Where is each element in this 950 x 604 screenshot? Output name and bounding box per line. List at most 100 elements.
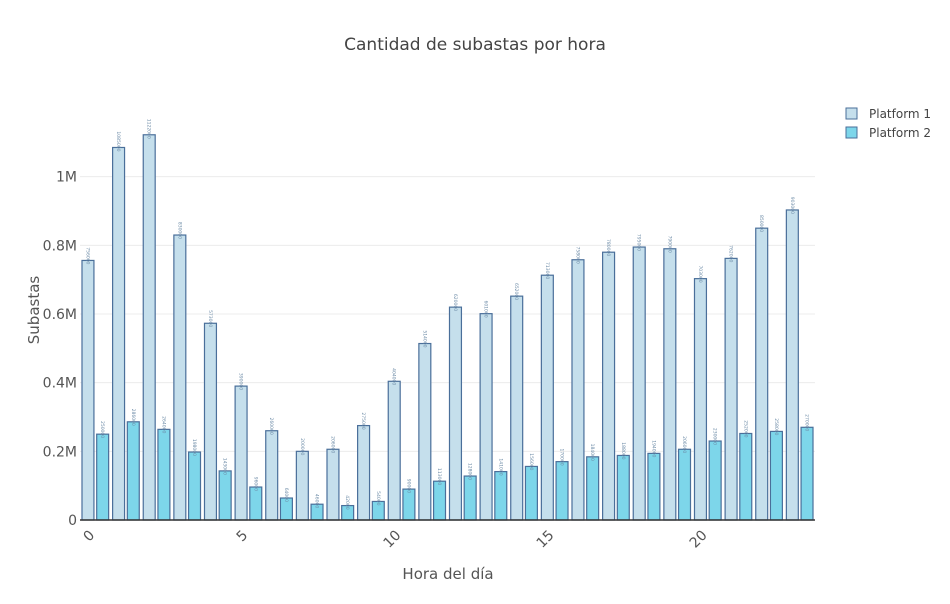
- gridlines: [80, 176, 815, 452]
- bar-platform-2[interactable]: [402, 488, 416, 521]
- bar-platform-2[interactable]: [249, 486, 263, 521]
- bar-platform-2[interactable]: [800, 426, 814, 521]
- bar-value-label: 850000: [758, 215, 764, 232]
- bar-platform-1[interactable]: [663, 248, 677, 521]
- bar-platform-1[interactable]: [448, 306, 463, 521]
- y-axis-title: Subastas: [25, 276, 43, 345]
- y-tick-label: 0.4M: [43, 376, 77, 392]
- bar-value-label: 194000: [650, 440, 656, 457]
- bar-value-labels: 756000 1085000 1122000 830000 573000 390000 26…: [84, 119, 809, 510]
- bar-value-label: 286000: [130, 409, 136, 426]
- bar-value-label: 703000: [697, 265, 703, 282]
- bar-platform-1[interactable]: [142, 134, 156, 521]
- bar-value-label: 404000: [391, 368, 397, 385]
- bar-platform-1[interactable]: [693, 278, 708, 521]
- bar-value-label: 54000: [375, 491, 381, 505]
- bar-platform-2[interactable]: [187, 451, 202, 521]
- bar-value-label: 795000: [636, 234, 642, 251]
- bar-platform-1[interactable]: [295, 450, 309, 521]
- bar-value-label: 264000: [160, 416, 166, 433]
- bar-value-label: 762000: [728, 245, 734, 262]
- bar-platform-1[interactable]: [540, 274, 554, 521]
- bar-platform-2[interactable]: [524, 465, 538, 521]
- bar-value-label: 790000: [666, 236, 672, 253]
- bar-value-label: 573000: [207, 310, 213, 327]
- bar-value-label: 230000: [712, 428, 718, 445]
- bar-platform-1[interactable]: [418, 342, 432, 521]
- bar-value-label: 200000: [299, 438, 305, 455]
- bar-platform-2[interactable]: [218, 470, 232, 521]
- bar-value-label: 620000: [452, 294, 458, 311]
- bar-platform-1[interactable]: [357, 424, 371, 521]
- y-tick-label: 0: [68, 513, 77, 529]
- bar-platform-2[interactable]: [463, 475, 477, 521]
- bar-platform-2[interactable]: [708, 440, 722, 521]
- bar-platform-1[interactable]: [387, 380, 401, 521]
- legend-item-platform-1[interactable]: Platform 1: [845, 107, 931, 121]
- bar-platform-2[interactable]: [739, 432, 753, 521]
- bar-value-label: 206000: [681, 436, 687, 453]
- bar-value-label: 170000: [559, 448, 565, 465]
- bar-platform-1[interactable]: [112, 146, 126, 521]
- bar-platform-1[interactable]: [785, 209, 799, 521]
- bar-value-label: 514000: [421, 330, 427, 347]
- bar-value-label: 1085000: [115, 131, 121, 151]
- bar-value-label: 156000: [528, 453, 534, 470]
- bar-platform-1[interactable]: [81, 259, 95, 521]
- bar-platform-2[interactable]: [126, 421, 140, 521]
- x-tick-label: 20: [687, 528, 711, 552]
- bar-value-label: 206000: [329, 436, 335, 453]
- bar-platform-2[interactable]: [555, 461, 569, 521]
- legend[interactable]: Platform 1 Platform 2: [845, 107, 931, 140]
- bar-platform-2[interactable]: [647, 452, 661, 521]
- bar-platform-1[interactable]: [326, 448, 340, 521]
- bar-value-label: 42000: [344, 495, 350, 509]
- bar-value-label: 390000: [238, 373, 244, 390]
- bar-platform-1[interactable]: [571, 259, 585, 521]
- bar-platform-1[interactable]: [632, 246, 646, 521]
- bar-value-label: 780000: [605, 239, 611, 256]
- bar-platform-1[interactable]: [479, 313, 493, 521]
- bar-value-label: 903000: [789, 197, 795, 214]
- bars: [81, 134, 814, 521]
- y-tick-label: 0.2M: [43, 444, 77, 460]
- bar-platform-1[interactable]: [724, 257, 738, 521]
- bar-platform-2[interactable]: [494, 470, 508, 521]
- legend-swatch-platform-1: [845, 107, 858, 120]
- bar-platform-2[interactable]: [96, 433, 110, 521]
- bar-platform-2[interactable]: [677, 448, 692, 521]
- x-tick-label: 10: [380, 528, 404, 552]
- x-axis-title: Hora del día: [402, 565, 493, 583]
- y-tick-label: 1M: [56, 170, 77, 186]
- bar-platform-1[interactable]: [203, 322, 218, 521]
- x-tick-label: 0: [81, 528, 99, 546]
- bar-platform-1[interactable]: [265, 430, 279, 521]
- chart-title: Cantidad de subastas por hora: [344, 35, 606, 55]
- bar-value-label: 143000: [222, 458, 228, 475]
- bar-platform-1[interactable]: [755, 227, 769, 521]
- bar-value-label: 198000: [191, 439, 197, 456]
- bar-value-label: 756000: [84, 247, 90, 264]
- bar-value-label: 830000: [176, 222, 182, 239]
- bar-platform-1[interactable]: [173, 234, 187, 521]
- bar-platform-2[interactable]: [157, 428, 171, 521]
- bar-value-label: 260000: [268, 418, 274, 435]
- bar-value-label: 252000: [742, 420, 748, 437]
- bar-value-label: 184000: [589, 444, 595, 461]
- y-tick-label: 0.8M: [43, 238, 77, 254]
- bar-platform-2[interactable]: [586, 456, 600, 521]
- bar-platform-2[interactable]: [432, 480, 447, 521]
- bar-value-label: 270000: [804, 414, 810, 431]
- bar-value-label: 141000: [497, 458, 503, 475]
- bar-value-label: 46000: [314, 494, 320, 508]
- bar-value-label: 113000: [436, 468, 442, 485]
- bar-platform-1[interactable]: [602, 251, 616, 521]
- bar-platform-1[interactable]: [234, 385, 248, 521]
- legend-item-platform-2[interactable]: Platform 2: [845, 126, 931, 140]
- legend-label-platform-2: Platform 2: [869, 126, 931, 140]
- bar-platform-1[interactable]: [510, 295, 524, 521]
- bar-platform-2[interactable]: [769, 430, 783, 521]
- bar-platform-2[interactable]: [616, 454, 630, 521]
